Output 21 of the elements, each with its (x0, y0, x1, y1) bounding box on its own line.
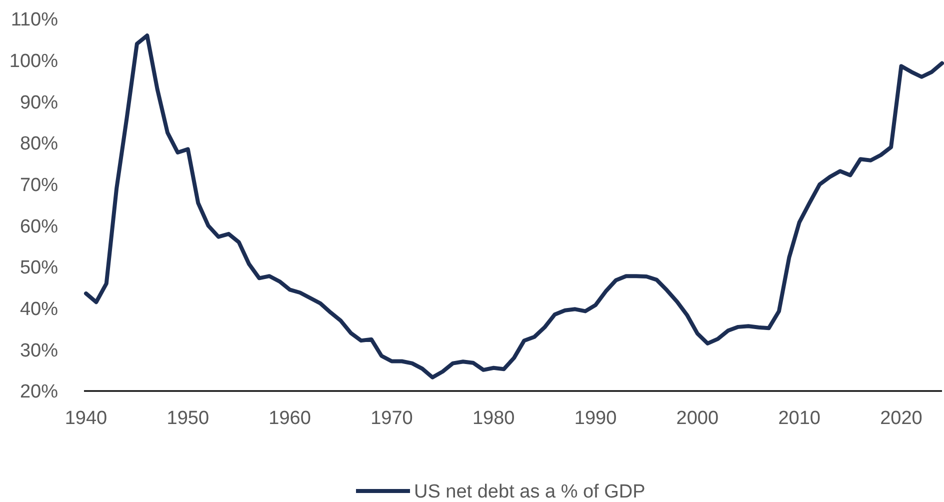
y-tick-label: 80% (20, 134, 58, 155)
y-tick-label: 90% (20, 92, 58, 114)
x-tick-label: 2010 (778, 408, 820, 429)
x-tick-label: 1960 (268, 408, 311, 429)
y-tick-label: 50% (20, 258, 58, 279)
y-tick-label: 30% (20, 340, 58, 362)
y-tick-label: 110% (10, 10, 58, 31)
x-tick-label: 1950 (166, 408, 210, 429)
x-tick-label: 1980 (472, 408, 515, 429)
y-tick-label: 70% (20, 174, 58, 196)
legend-label: US net debt as a % of GDP (414, 482, 646, 502)
x-tick-label: 2000 (676, 408, 719, 429)
x-tick-label: 1940 (64, 408, 108, 429)
x-tick-label: 2020 (880, 408, 922, 429)
x-tick-label: 1990 (574, 408, 617, 429)
y-tick-label: 60% (20, 216, 58, 238)
y-tick-label: 40% (20, 298, 58, 320)
x-tick-label: 1970 (370, 408, 413, 429)
y-tick-label: 20% (20, 382, 58, 403)
y-tick-label: 100% (9, 50, 58, 72)
line-series (84, 34, 944, 380)
